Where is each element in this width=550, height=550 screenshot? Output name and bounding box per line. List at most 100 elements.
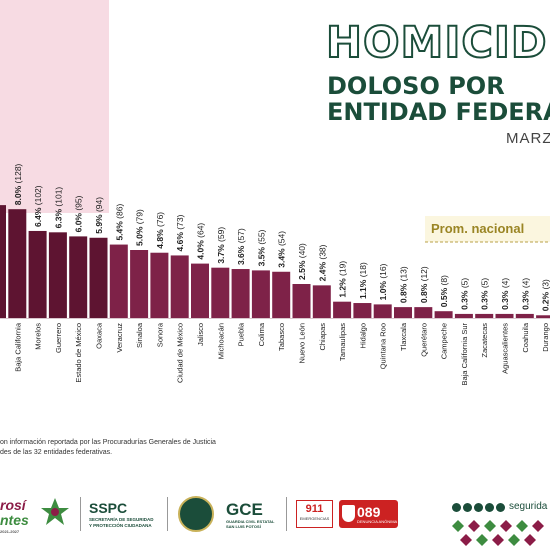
- bar-13: [231, 269, 250, 318]
- value-label-13: 3.6% (57): [236, 228, 246, 265]
- star-logo-icon: [41, 498, 69, 525]
- state-label-5: Estado de México: [74, 323, 83, 383]
- value-percent: 6.3%: [53, 209, 63, 229]
- national-average-label: Prom. nacional: [431, 221, 525, 236]
- bar-17: [312, 285, 331, 318]
- value-label-9: 4.8% (76): [155, 212, 165, 249]
- state-labels-group: Baja California Morelos Guerrero Estado de …: [13, 322, 550, 385]
- value-count: (55): [256, 229, 266, 247]
- instagram-icon[interactable]: [485, 503, 494, 512]
- footnote-line-1: on información reportada por las Procura…: [0, 439, 216, 446]
- anonymous-089-label: DENUNCIA ANÓNIMA: [357, 519, 398, 524]
- footer-divider-2: [167, 497, 168, 531]
- bar-19: [353, 303, 372, 318]
- footnote: on información reportada por las Procura…: [0, 438, 216, 458]
- youtube-icon[interactable]: [474, 503, 483, 512]
- footer-divider-1: [80, 497, 81, 531]
- value-label-2: 8.0% (128): [13, 163, 23, 205]
- footnote-line-2: des de las 32 entidades federativas.: [0, 449, 113, 456]
- value-label-17: 2.4% (38): [317, 244, 327, 281]
- value-count: (38): [317, 244, 327, 262]
- value-count: (76): [155, 212, 165, 230]
- bar-21: [394, 307, 412, 318]
- title-line-3: ENTIDAD FEDERAT: [327, 98, 550, 126]
- value-count: (86): [114, 204, 124, 222]
- value-label-20: 1.0% (16): [378, 263, 388, 300]
- value-percent: 3.5%: [256, 247, 266, 267]
- title-line-1: HOMICID: [325, 18, 548, 68]
- value-percent: 0.2%: [541, 291, 550, 311]
- average-band: [425, 216, 550, 242]
- bar-8: [130, 250, 149, 318]
- bar-26: [495, 313, 514, 318]
- value-count: (18): [358, 262, 368, 280]
- bar-9: [150, 252, 169, 318]
- bar-6: [89, 237, 108, 318]
- value-percent: 0.5%: [439, 287, 449, 307]
- value-percent: 5.9%: [94, 214, 104, 234]
- value-count: (95): [74, 195, 84, 213]
- value-percent: 5.0%: [135, 226, 145, 246]
- state-label-3: Morelos: [34, 323, 43, 350]
- gce-logo: GCE: [226, 500, 263, 519]
- bar-28: [536, 315, 550, 318]
- brand-line-1: rosí: [0, 497, 26, 513]
- value-percent: 0.8%: [399, 283, 409, 303]
- brand-line-3: 2021-2027: [0, 529, 20, 534]
- value-count: (79): [135, 209, 145, 227]
- state-label-18: Tamaulipas: [338, 323, 347, 361]
- state-label-2: Baja California: [13, 322, 22, 372]
- value-percent: 3.4%: [277, 248, 287, 268]
- value-count: (57): [236, 228, 246, 246]
- state-label-27: Coahuila: [521, 322, 530, 352]
- value-percent: 3.6%: [236, 245, 246, 265]
- website-link[interactable]: segurida: [509, 501, 548, 512]
- facebook-icon[interactable]: [452, 503, 461, 512]
- state-label-21: Tlaxcala: [399, 322, 408, 351]
- anonymous-089-badge: 089 DENUNCIA ANÓNIMA: [339, 500, 398, 528]
- value-percent: 0.3%: [459, 290, 469, 310]
- value-count: (12): [419, 266, 429, 284]
- state-label-17: Chiapas: [318, 323, 327, 351]
- value-percent: 4.0%: [196, 240, 206, 260]
- state-label-20: Quintana Roo: [379, 323, 388, 369]
- state-label-25: Zacatecas: [480, 323, 489, 358]
- brand-line-2: ntes: [0, 512, 29, 528]
- value-label-14: 3.5% (55): [256, 229, 266, 266]
- value-label-11: 4.0% (64): [196, 223, 206, 260]
- state-label-23: Campeche: [440, 323, 449, 359]
- value-count: (54): [277, 231, 287, 249]
- value-count: (4): [520, 278, 530, 291]
- value-percent: 2.4%: [317, 262, 327, 282]
- x-icon[interactable]: [463, 503, 472, 512]
- state-label-24: Baja California Sur: [460, 322, 469, 385]
- tiktok-icon[interactable]: [496, 503, 505, 512]
- value-count: (13): [399, 266, 409, 284]
- value-count: (5): [480, 278, 490, 291]
- value-percent: 5.4%: [114, 221, 124, 241]
- value-count: (73): [175, 214, 185, 232]
- gce-subtitle-2: SAN LUIS POTOSÍ: [226, 524, 261, 529]
- value-count: (94): [94, 197, 104, 215]
- state-label-7: Veracruz: [115, 323, 124, 353]
- bar-23: [434, 311, 453, 318]
- bar-3: [28, 230, 47, 318]
- bar-1: [0, 205, 6, 318]
- anonymous-089-number: 089: [357, 504, 381, 520]
- bar-20: [373, 304, 392, 318]
- state-label-22: Querétaro: [419, 323, 428, 357]
- state-label-28: Durango: [541, 323, 550, 352]
- value-label-12: 3.7% (59): [216, 227, 226, 264]
- bar-14: [251, 270, 270, 318]
- sspc-subtitle-1: SECRETARÍA DE SEGURIDAD: [89, 517, 154, 522]
- value-label-8: 5.0% (79): [135, 209, 145, 246]
- value-percent: 6.0%: [74, 213, 84, 233]
- value-label-21: 0.8% (13): [399, 266, 409, 303]
- value-label-27: 0.3% (4): [520, 278, 530, 310]
- bar-16: [292, 284, 311, 318]
- bar-22: [414, 307, 433, 318]
- value-label-16: 2.5% (40): [297, 243, 307, 280]
- value-count: (101): [53, 187, 63, 209]
- bar-25: [475, 313, 494, 318]
- value-label-7: 5.4% (86): [114, 204, 124, 241]
